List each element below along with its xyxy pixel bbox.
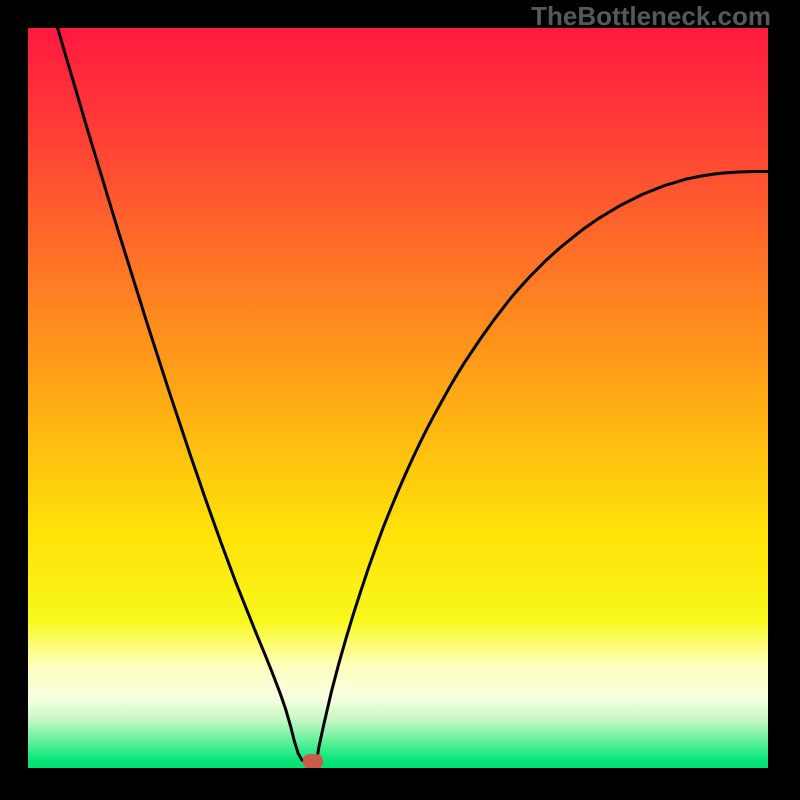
chart-frame: TheBottleneck.com bbox=[0, 0, 800, 800]
plot-area bbox=[28, 28, 768, 768]
curve-overlay bbox=[28, 28, 768, 768]
minimum-marker bbox=[303, 755, 322, 768]
watermark-text: TheBottleneck.com bbox=[531, 1, 771, 32]
bottleneck-curve bbox=[58, 28, 768, 762]
